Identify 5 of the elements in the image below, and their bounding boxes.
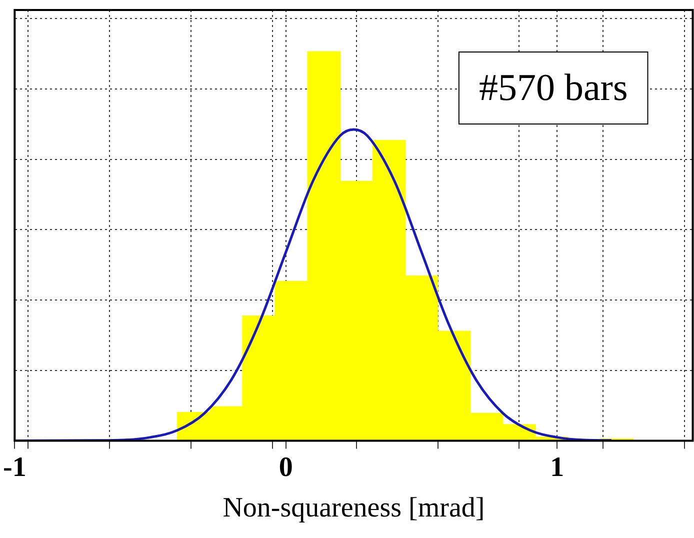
x-tick-label: 1 xyxy=(550,452,564,483)
annotation: #570 bars xyxy=(478,66,628,109)
x-tick-label: -1 xyxy=(3,452,26,483)
x-tick-label: 0 xyxy=(278,452,293,483)
x-axis-title: Non-squareness [mrad] xyxy=(222,492,485,524)
